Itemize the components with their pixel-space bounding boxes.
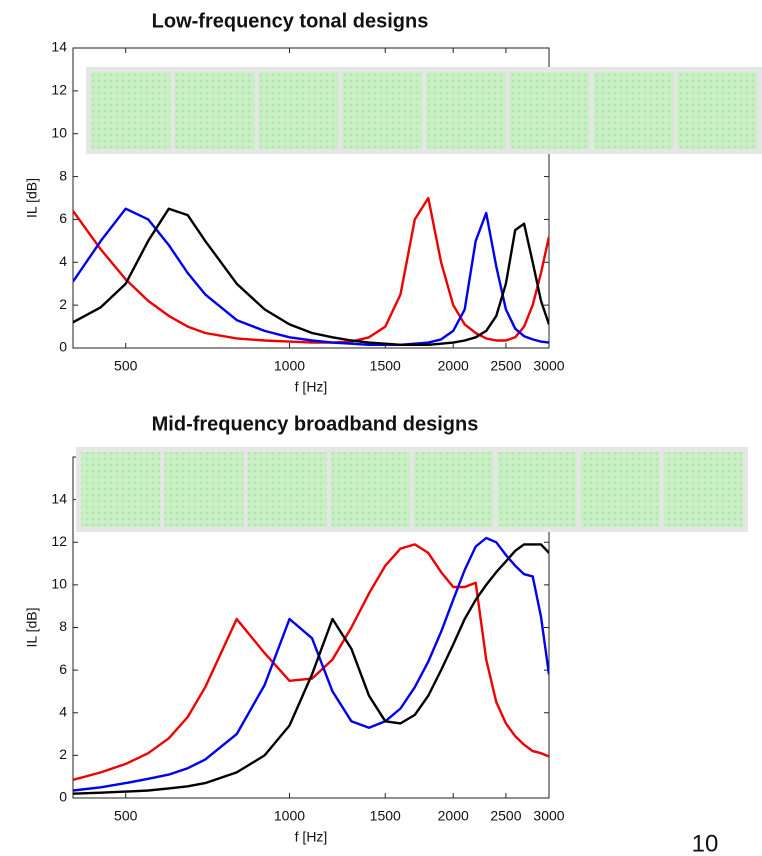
design-image (593, 72, 674, 149)
page-number: 10 (692, 830, 719, 856)
design-image (497, 452, 577, 527)
y-tick-label: 10 (51, 576, 67, 592)
x-tick-label: 3000 (533, 808, 564, 824)
x-tick-label: 1500 (370, 808, 401, 824)
x-axis-label: f [Hz] (295, 379, 328, 395)
x-axis-label: f [Hz] (295, 829, 328, 845)
y-tick-label: 2 (59, 746, 67, 762)
y-axis-label: IL [dB] (24, 608, 40, 648)
design-image (580, 452, 660, 527)
design-image (414, 452, 494, 527)
design-image (330, 452, 410, 527)
y-tick-label: 0 (59, 339, 67, 355)
design-image (663, 452, 743, 527)
y-tick-label: 8 (59, 618, 67, 634)
chart-title: Low-frequency tonal designs (152, 10, 429, 32)
y-tick-label: 14 (51, 490, 67, 506)
y-tick-label: 12 (51, 533, 67, 549)
series-line (73, 536, 549, 792)
x-tick-label: 2000 (438, 358, 469, 374)
y-tick-label: 0 (59, 789, 67, 805)
x-tick-label: 2500 (490, 358, 521, 374)
x-tick-label: 1500 (370, 358, 401, 374)
x-tick-label: 500 (114, 808, 138, 824)
y-tick-label: 14 (51, 39, 67, 55)
x-tick-label: 1000 (274, 358, 305, 374)
design-image (509, 72, 590, 149)
x-tick-label: 1000 (274, 808, 305, 824)
y-tick-label: 6 (59, 210, 67, 226)
y-tick-label: 4 (59, 703, 67, 719)
x-tick-label: 2000 (438, 808, 469, 824)
design-image (81, 452, 161, 527)
design-image (247, 452, 327, 527)
chart-title: Mid-frequency broadband designs (152, 413, 479, 435)
y-tick-label: 6 (59, 661, 67, 677)
design-image (91, 72, 171, 149)
y-tick-label: 4 (59, 253, 67, 269)
y-tick-label: 2 (59, 296, 67, 312)
design-image (164, 452, 244, 527)
y-tick-label: 12 (51, 82, 67, 98)
y-tick-label: 10 (51, 124, 67, 140)
design-image (426, 72, 506, 149)
x-tick-label: 3000 (533, 358, 564, 374)
series-line (73, 543, 549, 782)
y-axis-label: IL [dB] (24, 178, 40, 218)
x-tick-label: 2500 (490, 808, 521, 824)
design-image (174, 72, 255, 149)
x-tick-label: 500 (114, 358, 138, 374)
design-image (258, 72, 339, 149)
y-tick-label: 8 (59, 167, 67, 183)
series-line (73, 543, 549, 795)
series-line (73, 196, 549, 344)
series-line (73, 207, 549, 346)
series-line (73, 207, 549, 346)
plot-frame (72, 47, 550, 349)
design-image (342, 72, 422, 149)
design-image (677, 72, 757, 149)
